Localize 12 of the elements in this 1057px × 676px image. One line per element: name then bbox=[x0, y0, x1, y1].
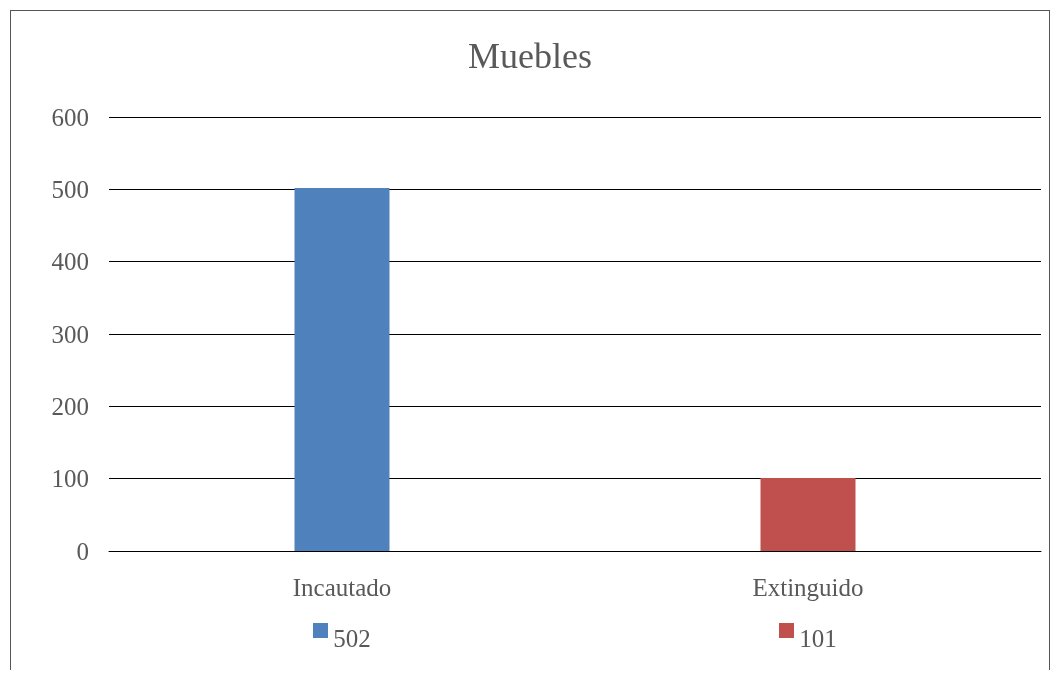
y-tick-label: 300 bbox=[51, 320, 89, 348]
y-tick-label: 500 bbox=[51, 175, 89, 203]
y-tick-label: 100 bbox=[51, 465, 89, 493]
y-tick-label: 200 bbox=[51, 392, 89, 420]
data-label: 101 bbox=[799, 625, 837, 652]
x-tick-label: Incautado bbox=[292, 574, 392, 601]
data-label: 502 bbox=[333, 625, 371, 652]
y-tick-label: 0 bbox=[76, 537, 89, 565]
y-tick-label: 400 bbox=[51, 248, 89, 276]
y-tick-label: 600 bbox=[51, 103, 89, 131]
x-tick-label: Extinguido bbox=[752, 574, 864, 601]
chart-title: Muebles bbox=[468, 36, 592, 76]
